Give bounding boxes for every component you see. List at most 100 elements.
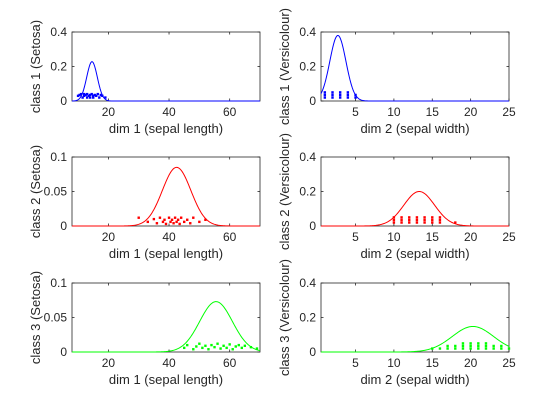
x-axis-label: dim 1 (sepal length) <box>109 372 223 387</box>
data-point <box>415 221 419 224</box>
axes-box <box>320 282 510 353</box>
y-tick-label: 0 <box>60 94 67 108</box>
data-point <box>101 94 104 98</box>
data-point <box>446 344 449 348</box>
data-point <box>170 218 174 221</box>
x-tick-label: 10 <box>387 356 401 370</box>
data-point <box>469 347 472 350</box>
data-point <box>454 344 457 348</box>
data-point <box>323 93 327 97</box>
data-point <box>179 216 183 219</box>
data-point <box>161 220 165 224</box>
data-point <box>137 216 140 219</box>
data-point <box>354 96 357 99</box>
data-point <box>164 222 168 226</box>
data-point <box>81 96 84 99</box>
data-point <box>415 216 419 219</box>
density-curve <box>72 166 260 227</box>
data-point <box>231 348 234 351</box>
data-point <box>96 92 99 96</box>
y-axis-label: class 1 (Setosa) <box>28 20 43 113</box>
data-point <box>331 91 334 94</box>
y-tick-label: 0.4 <box>299 150 316 164</box>
y-tick-label: 0 <box>309 219 316 233</box>
subplot-4: 5 10 15 20 25 0 0.2 0.4 dim 2 (sepal width) class… <box>277 133 516 261</box>
x-tick-label: 20 <box>464 105 478 119</box>
x-tick-label: 20 <box>102 105 116 119</box>
data-point <box>446 347 449 350</box>
data-point <box>500 344 503 348</box>
data-point <box>477 347 480 350</box>
data-point <box>198 342 201 345</box>
data-point <box>82 92 86 96</box>
data-point <box>338 91 342 94</box>
data-point <box>492 347 495 350</box>
data-point <box>192 348 195 351</box>
data-point <box>477 344 480 348</box>
x-axis-label: dim 1 (sepal length) <box>109 121 223 136</box>
y-tick-label: 0 <box>309 94 316 108</box>
data-point <box>172 222 175 225</box>
data-point <box>92 94 95 98</box>
x-axis-label: dim 2 (sepal width) <box>360 372 469 387</box>
data-point <box>255 347 259 350</box>
data-point <box>146 220 150 224</box>
axes-box <box>320 156 510 227</box>
data-point <box>249 345 253 349</box>
data-point <box>163 218 166 221</box>
y-axis-label: class 3 (Versicolour) <box>277 259 292 376</box>
x-tick-label: 10 <box>387 105 401 119</box>
data-point <box>85 96 89 99</box>
x-axis-label: dim 1 (sepal length) <box>109 246 223 261</box>
data-point <box>210 343 213 347</box>
data-point <box>189 222 192 225</box>
data-point <box>201 346 204 350</box>
data-point <box>408 218 411 222</box>
data-point <box>87 94 90 98</box>
y-tick-label: 0.4 <box>299 276 316 290</box>
x-tick-label: 10 <box>387 230 401 244</box>
data-point <box>461 344 465 348</box>
data-point <box>400 221 403 224</box>
x-tick-label: 60 <box>223 230 237 244</box>
data-point <box>169 220 172 224</box>
y-tick-label: 0.2 <box>299 311 316 325</box>
data-point <box>167 216 171 219</box>
y-tick-label: 0.2 <box>299 60 316 74</box>
x-tick-label: 25 <box>502 105 516 119</box>
data-point <box>85 92 89 96</box>
y-axis-label: class 2 (Setosa) <box>28 145 43 238</box>
data-point <box>152 217 156 221</box>
y-tick-label: 0 <box>60 345 67 359</box>
y-tick-label: 0 <box>60 219 67 233</box>
data-point <box>461 347 465 350</box>
data-point <box>176 218 180 221</box>
density-curve <box>321 325 510 353</box>
y-tick-label: 0.2 <box>50 60 67 74</box>
data-point <box>431 347 434 350</box>
data-point <box>195 345 198 348</box>
data-point <box>219 347 222 350</box>
subplot-6: 5 10 15 20 25 0 0.2 0.4 dim 2 (sepal width) class… <box>277 259 516 387</box>
data-point <box>158 216 162 219</box>
data-point <box>346 91 350 94</box>
data-point <box>207 348 210 351</box>
data-point <box>431 218 434 222</box>
data-point <box>415 218 419 222</box>
data-point <box>93 93 96 97</box>
data-point <box>84 93 87 97</box>
x-tick-label: 25 <box>502 356 516 370</box>
data-point <box>99 93 103 97</box>
y-axis-label: class 3 (Setosa) <box>28 271 43 364</box>
data-point <box>438 221 442 224</box>
axes-box <box>71 282 261 353</box>
data-point <box>98 96 101 99</box>
y-tick-label: 0 <box>309 345 316 359</box>
data-point <box>204 218 207 221</box>
data-point <box>484 347 488 350</box>
data-point <box>500 347 503 350</box>
x-tick-label: 5 <box>352 230 359 244</box>
data-point <box>104 96 107 99</box>
y-tick-label: 0.4 <box>299 25 316 39</box>
data-point <box>423 221 426 224</box>
